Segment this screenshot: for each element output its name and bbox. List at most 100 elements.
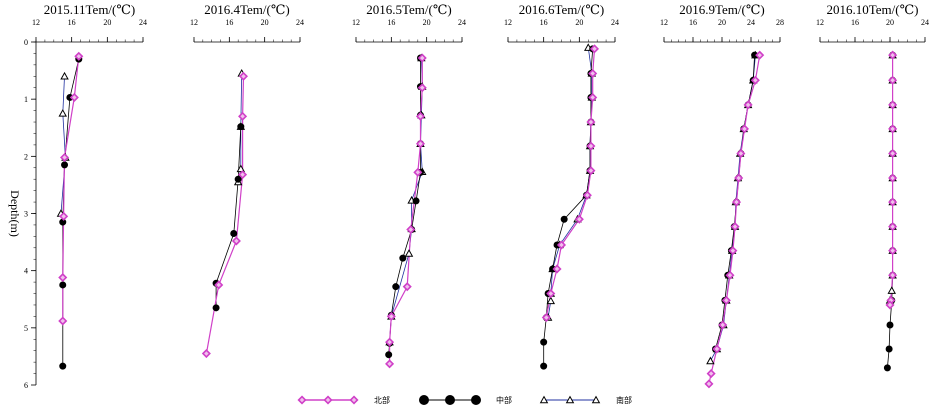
- x-tick-label: 24: [921, 18, 929, 27]
- series-line-north: [205, 76, 245, 354]
- data-point-north: [721, 295, 731, 305]
- x-tick-label: 24: [139, 18, 147, 27]
- data-point-north: [888, 270, 898, 280]
- data-point-south: [60, 71, 69, 80]
- data-point-north: [589, 44, 600, 54]
- x-tick-label: 12: [816, 18, 824, 27]
- data-point-north: [704, 379, 714, 389]
- legend-marker: [539, 395, 549, 404]
- data-point-north: [231, 236, 241, 246]
- x-tick-label: 12: [352, 18, 360, 27]
- data-point-north: [69, 92, 79, 102]
- y-tick-label: 4: [24, 267, 28, 276]
- data-point-south: [887, 286, 896, 294]
- data-point-middle: [230, 230, 238, 238]
- x-tick-label: 24: [296, 18, 304, 27]
- data-point-north: [201, 349, 211, 359]
- data-point-north: [743, 100, 753, 110]
- data-point-north: [888, 222, 898, 232]
- legend-marker: [297, 395, 307, 405]
- data-point-north: [725, 270, 735, 280]
- x-tick-label: 16: [540, 18, 548, 27]
- legend-item-middle: 中部: [419, 395, 512, 405]
- data-point-north: [582, 190, 592, 200]
- legend-marker: [323, 395, 333, 405]
- series-line-middle: [215, 126, 242, 308]
- data-point-north: [712, 344, 722, 354]
- data-point-south: [58, 109, 67, 117]
- data-point-north: [734, 173, 744, 183]
- panel-title: 2016.6Tem/(℃): [519, 2, 604, 17]
- x-tick-label: 24: [458, 18, 466, 27]
- data-point-north: [214, 280, 224, 290]
- data-point-middle: [886, 321, 894, 329]
- data-point-north: [58, 316, 68, 326]
- panel-3: 2016.5Tem/(℃) 12 16 20 24: [352, 2, 466, 369]
- x-tick-label: 24: [747, 18, 755, 27]
- data-point-north: [574, 214, 584, 224]
- data-point-north: [736, 148, 746, 159]
- data-point-north: [413, 167, 423, 177]
- data-point-north: [588, 68, 598, 78]
- x-tick-label: 24: [611, 18, 619, 27]
- legend: 北部 中部 南部: [297, 395, 632, 405]
- x-tick-label: 28: [776, 18, 784, 27]
- legend-label: 北部: [374, 395, 390, 405]
- legend-marker: [471, 395, 481, 405]
- panel-title: 2016.10Tem/(℃): [827, 2, 919, 17]
- data-point-north: [59, 211, 69, 221]
- x-tick-label: 12: [190, 18, 198, 27]
- legend-marker: [419, 395, 429, 405]
- panel-title: 2016.5Tem/(℃): [366, 2, 451, 17]
- data-point-north: [415, 139, 426, 149]
- y-tick-label: 2: [24, 152, 28, 161]
- data-point-north: [546, 289, 556, 299]
- legend-marker: [445, 395, 455, 405]
- data-point-middle: [540, 338, 548, 346]
- data-point-middle: [412, 197, 420, 205]
- data-point-middle: [883, 364, 891, 372]
- data-point-north: [385, 359, 395, 369]
- panels-layer: 2015.11Tem/(℃)12 16 20 24 2016.4Tem/(℃)12 16 2…: [32, 2, 929, 389]
- series-line-south: [60, 76, 66, 214]
- y-tick-label: 5: [24, 324, 28, 333]
- data-point-north: [552, 264, 562, 274]
- data-point-north: [755, 50, 765, 60]
- data-point-north: [588, 92, 598, 102]
- y-tick-label: 3: [24, 210, 28, 219]
- legend-marker: [565, 395, 575, 404]
- x-tick-label: 12: [504, 18, 512, 27]
- data-point-north: [238, 111, 248, 121]
- data-point-north: [586, 117, 596, 127]
- data-point-north: [586, 141, 596, 151]
- legend-marker: [591, 395, 601, 404]
- data-point-middle: [234, 175, 242, 183]
- data-point-north: [888, 148, 898, 159]
- data-point-north: [888, 197, 898, 207]
- data-point-north: [718, 320, 728, 330]
- data-point-north: [728, 246, 738, 256]
- y-tick-label: 0: [24, 38, 28, 47]
- data-point-north: [888, 100, 898, 110]
- x-tick-label: 20: [718, 18, 726, 27]
- data-point-north: [386, 311, 396, 321]
- panel-1: 2015.11Tem/(℃) 12 16 20 24: [32, 2, 147, 370]
- data-point-middle: [212, 304, 220, 312]
- x-tick-label: 16: [68, 18, 76, 27]
- data-point-north: [406, 224, 416, 235]
- panel-2: 2016.4Tem/(℃) 12 16 20 24: [190, 2, 304, 359]
- panel-4: 2016.6Tem/(℃) 12 16 20 24: [504, 2, 619, 370]
- y-axis-label: Depth(m): [8, 190, 22, 237]
- series-line-north: [545, 48, 596, 318]
- y-tick-label: 6: [24, 381, 28, 390]
- data-point-north: [888, 246, 898, 256]
- panel-5: 2016.9Tem/(℃) 12 16 20 24 28: [660, 2, 784, 389]
- data-point-south: [236, 164, 246, 173]
- data-point-middle: [540, 362, 548, 370]
- data-point-middle: [885, 345, 893, 353]
- data-point-north: [888, 173, 898, 183]
- data-point-north: [385, 337, 395, 347]
- data-point-south: [404, 249, 414, 257]
- x-tick-label: 12: [660, 18, 668, 27]
